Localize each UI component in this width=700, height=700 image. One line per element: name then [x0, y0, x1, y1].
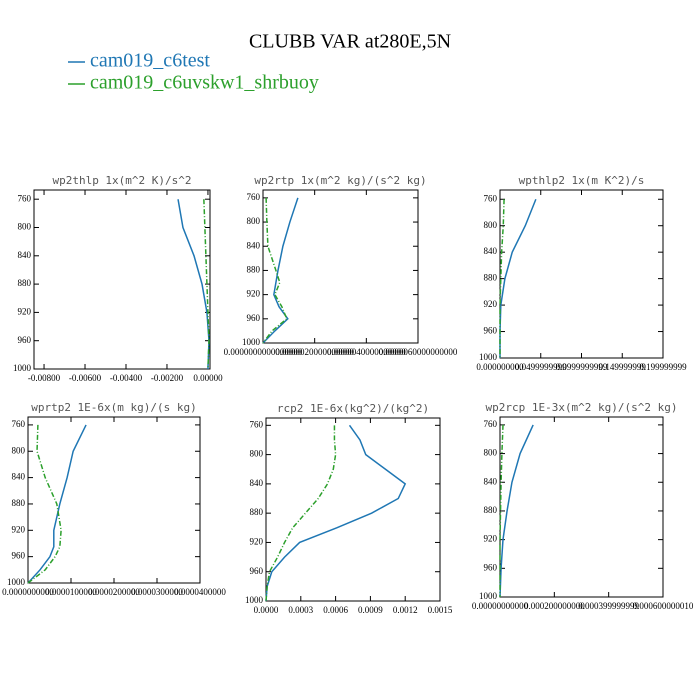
x-tick-label: 0.0000000000000000: [224, 347, 303, 357]
y-tick-label: 920: [484, 299, 498, 309]
profile-line: [262, 197, 288, 344]
profile-line: [27, 424, 62, 584]
y-tick-label: 840: [247, 240, 261, 250]
profile-line: [499, 424, 534, 598]
y-tick-label: 1000: [7, 577, 26, 587]
y-tick-label: 880: [484, 505, 498, 515]
y-tick-label: 760: [12, 419, 26, 429]
x-tick-label: 0.0012: [393, 605, 418, 615]
figure-title: CLUBB VAR at280E,5N: [249, 31, 451, 53]
y-tick-label: 960: [247, 313, 261, 323]
profile-line: [262, 197, 299, 344]
x-tick-label: 0.0000020000000000: [275, 347, 354, 357]
plot-frame: [265, 417, 441, 602]
y-tick-label: 880: [18, 278, 32, 288]
y-tick-label: 920: [12, 524, 26, 534]
x-tick-label: 0.0009: [358, 605, 383, 615]
panel-title: wprtp2 1E-6x(m kg)/(s kg): [31, 401, 197, 414]
panel-title: wp2thlp 1x(m^2 K)/s^2: [52, 174, 191, 187]
y-tick-label: 760: [250, 419, 264, 429]
x-tick-label: 0.0000400000: [174, 587, 226, 597]
x-tick-label: 0.0499999999: [515, 362, 567, 372]
y-tick-label: 880: [250, 507, 264, 517]
plot-frame: [499, 189, 664, 359]
x-tick-label: 0.0015: [428, 605, 453, 615]
plot-frame: [262, 189, 419, 344]
y-tick-label: 920: [247, 289, 261, 299]
y-tick-label: 800: [12, 445, 26, 455]
y-tick-label: 920: [484, 534, 498, 544]
x-tick-label: 0.0006: [323, 605, 348, 615]
panel-title: wp2rcp 1E-3x(m^2 kg)/(s^2 kg): [485, 401, 677, 414]
panel-title: rcp2 1E-6x(kg^2)/(kg^2): [277, 402, 429, 415]
y-tick-label: 800: [18, 222, 32, 232]
x-tick-label: 0.0000100000: [45, 587, 97, 597]
y-tick-label: 960: [12, 551, 26, 561]
x-tick-label: 0.000600000010: [633, 601, 694, 611]
y-tick-label: 840: [12, 472, 26, 482]
x-tick-label: 0.00000: [193, 373, 223, 383]
legend-label: cam019_c6test: [90, 50, 210, 72]
y-tick-label: 880: [247, 264, 261, 274]
y-tick-label: 760: [247, 192, 261, 202]
y-tick-label: 800: [484, 220, 498, 230]
x-tick-label: 0.000399999999: [578, 601, 639, 611]
y-tick-label: 880: [484, 273, 498, 283]
y-tick-label: 840: [484, 476, 498, 486]
legend-label: cam019_c6uvskw1_shrbuoy: [90, 72, 319, 94]
y-tick-label: 760: [18, 193, 32, 203]
panel-title: wp2rtp 1x(m^2 kg)/(s^2 kg): [254, 174, 426, 187]
profile-line: [265, 424, 407, 602]
x-tick-label: 0.0003: [288, 605, 313, 615]
panel-title: wpthlp2 1x(m K^2)/s: [519, 174, 645, 187]
x-tick-label: 0.149999999: [599, 362, 647, 372]
profile-line: [177, 199, 210, 370]
y-tick-label: 960: [250, 566, 264, 576]
y-tick-label: 960: [484, 562, 498, 572]
x-tick-label: 0.0000000000: [2, 587, 54, 597]
x-tick-label: 0.0000040000000000: [327, 347, 406, 357]
x-tick-label: 0.00000000000: [472, 601, 529, 611]
y-tick-label: 920: [250, 537, 264, 547]
profile-line: [203, 199, 210, 370]
x-tick-label: 0.0000060000000000: [379, 347, 458, 357]
y-tick-label: 840: [484, 246, 498, 256]
x-tick-label: 0.0000300000: [131, 587, 183, 597]
y-tick-label: 960: [18, 335, 32, 345]
y-tick-label: 1000: [245, 595, 264, 605]
y-tick-label: 1000: [479, 352, 498, 362]
y-tick-label: 760: [484, 419, 498, 429]
profile-line: [265, 425, 337, 602]
y-tick-label: 840: [18, 250, 32, 260]
y-tick-label: 960: [484, 326, 498, 336]
y-tick-label: 920: [18, 306, 32, 316]
y-tick-label: 880: [12, 498, 26, 508]
profile-line: [499, 424, 504, 597]
x-tick-label: -0.00400: [110, 373, 143, 383]
y-tick-label: 800: [484, 448, 498, 458]
x-tick-label: 0.0000: [254, 605, 279, 615]
x-tick-label: -0.00200: [151, 373, 184, 383]
y-tick-label: 800: [250, 449, 264, 459]
plot-frame: [27, 416, 201, 584]
profile-line: [499, 199, 505, 358]
x-tick-label: 0.000000000: [476, 362, 524, 372]
x-tick-label: 0.199999999: [639, 362, 687, 372]
y-tick-label: 1000: [13, 363, 32, 373]
y-tick-label: 800: [247, 216, 261, 226]
y-tick-label: 1000: [242, 337, 261, 347]
x-tick-label: -0.00600: [69, 373, 102, 383]
y-tick-label: 1000: [479, 591, 498, 601]
x-tick-label: 0.0999999999: [556, 362, 608, 372]
x-tick-label: -0.00800: [28, 373, 61, 383]
plot-frame: [33, 189, 211, 370]
x-tick-label: 0.0000200000: [88, 587, 140, 597]
x-tick-label: 0.000200000000: [524, 601, 585, 611]
y-tick-label: 840: [250, 478, 264, 488]
profile-line: [499, 198, 537, 358]
y-tick-label: 760: [484, 193, 498, 203]
profile-line: [27, 424, 87, 584]
